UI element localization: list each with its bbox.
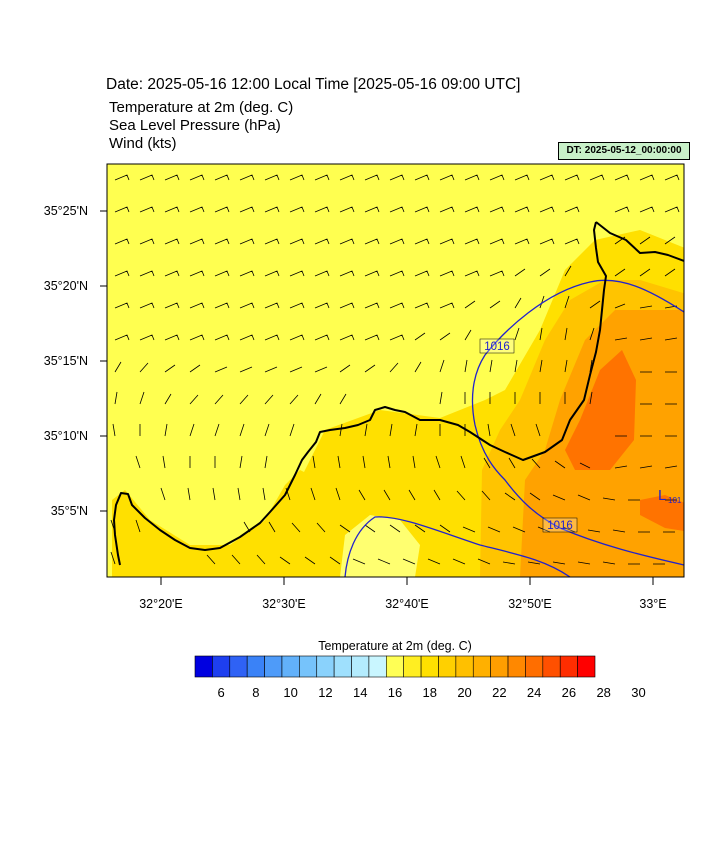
lon-label: 33°E xyxy=(639,597,666,611)
barb-row xyxy=(114,359,677,373)
low-pressure-marker: L 101 xyxy=(658,487,682,505)
lon-label: 32°50'E xyxy=(508,597,552,611)
lat-label: 35°20'N xyxy=(44,279,88,293)
legend-swatch xyxy=(229,655,248,678)
legend-swatch xyxy=(455,655,474,678)
lon-labels: 32°20'E 32°30'E 32°40'E 32°50'E 33°E xyxy=(139,597,666,611)
barb-row xyxy=(160,487,677,501)
legend-tick-labels: 6 8 10 12 14 16 18 20 22 24 26 28 30 xyxy=(217,685,645,700)
barb-row xyxy=(135,455,678,469)
lon-label: 32°20'E xyxy=(139,597,183,611)
legend-tick-label: 22 xyxy=(492,685,506,700)
isobar-value: 1016 xyxy=(547,520,573,532)
legend-swatch xyxy=(316,655,335,678)
isobar-label-south: 1016 xyxy=(542,517,578,533)
legend-swatch xyxy=(559,655,578,678)
legend-tick-label: 10 xyxy=(283,685,297,700)
legend-tick-label: 6 xyxy=(217,685,224,700)
coastline-northeast xyxy=(595,221,684,262)
map-frame xyxy=(106,163,685,578)
lon-label: 32°30'E xyxy=(262,597,306,611)
dt-badge: DT: 2025-05-12_00:00:00 xyxy=(558,142,690,160)
barb-row xyxy=(114,327,678,341)
isobar-1016-south xyxy=(344,516,571,577)
legend-tick-label: 16 xyxy=(388,685,402,700)
legend-swatch xyxy=(438,655,457,678)
low-value: 101 xyxy=(668,496,682,505)
legend-swatch xyxy=(299,655,318,678)
legend-tick-label: 14 xyxy=(353,685,367,700)
legend-tick-label: 18 xyxy=(423,685,437,700)
coastline xyxy=(113,221,684,566)
isobars xyxy=(344,279,684,577)
barb-row xyxy=(114,265,676,277)
lat-ticks xyxy=(100,210,107,512)
legend-swatch xyxy=(420,655,439,678)
legend-swatch xyxy=(351,655,370,678)
lat-label: 35°10'N xyxy=(44,429,88,443)
lon-label: 32°40'E xyxy=(385,597,429,611)
legend-swatch xyxy=(385,655,404,678)
field-wind: Wind (kts) xyxy=(109,135,177,152)
lon-ticks xyxy=(160,577,654,585)
legend-swatch xyxy=(264,655,283,678)
isobar-1016-north xyxy=(471,279,684,566)
lat-labels: 35°25'N 35°20'N 35°15'N 35°10'N 35°5'N xyxy=(44,204,88,518)
legend-swatch xyxy=(246,655,265,678)
legend-colorbar xyxy=(194,655,596,678)
land-warm-zone-west xyxy=(112,470,320,577)
isobar-value: 1016 xyxy=(484,341,510,353)
legend-title: Temperature at 2m (deg. C) xyxy=(318,639,472,653)
legend-swatch xyxy=(368,655,387,678)
barb-row xyxy=(110,519,675,533)
temperature-field xyxy=(107,164,684,577)
low-letter: L xyxy=(658,487,666,504)
land-hottest-zone xyxy=(565,350,636,470)
lat-label: 35°5'N xyxy=(51,504,88,518)
barb-row xyxy=(114,206,680,213)
legend-swatch xyxy=(333,655,352,678)
legend-tick-label: 12 xyxy=(318,685,332,700)
legend-swatch xyxy=(507,655,526,678)
legend-swatch xyxy=(472,655,491,678)
legend-tick-label: 8 xyxy=(252,685,259,700)
legend-swatch xyxy=(281,655,300,678)
lat-label: 35°15'N xyxy=(44,354,88,368)
field-temperature: Temperature at 2m (deg. C) xyxy=(109,99,294,116)
legend-swatch xyxy=(194,655,213,678)
barb-row xyxy=(114,236,676,245)
lat-label: 35°25'N xyxy=(44,204,88,218)
barb-row xyxy=(114,295,678,309)
barb-row xyxy=(114,391,677,405)
legend-swatch xyxy=(577,655,596,678)
legend-tick-label: 24 xyxy=(527,685,541,700)
barb-row xyxy=(110,551,665,565)
legend-swatch xyxy=(490,655,509,678)
legend-swatch xyxy=(525,655,544,678)
legend-tick-label: 20 xyxy=(457,685,471,700)
legend-tick-label: 30 xyxy=(631,685,645,700)
date-line: Date: 2025-05-16 12:00 Local Time [2025-… xyxy=(106,76,521,93)
legend-tick-label: 26 xyxy=(562,685,576,700)
isobar-label-north: 1016 xyxy=(479,338,515,354)
barb-row xyxy=(114,174,680,181)
coastline-main xyxy=(113,221,607,566)
legend-tick-label: 28 xyxy=(596,685,610,700)
field-pressure: Sea Level Pressure (hPa) xyxy=(109,117,281,134)
legend-swatch xyxy=(542,655,561,678)
land-hottest-zone-south xyxy=(640,495,684,532)
legend-swatch xyxy=(403,655,422,678)
legend-swatch xyxy=(212,655,231,678)
wind-barbs xyxy=(110,174,680,565)
